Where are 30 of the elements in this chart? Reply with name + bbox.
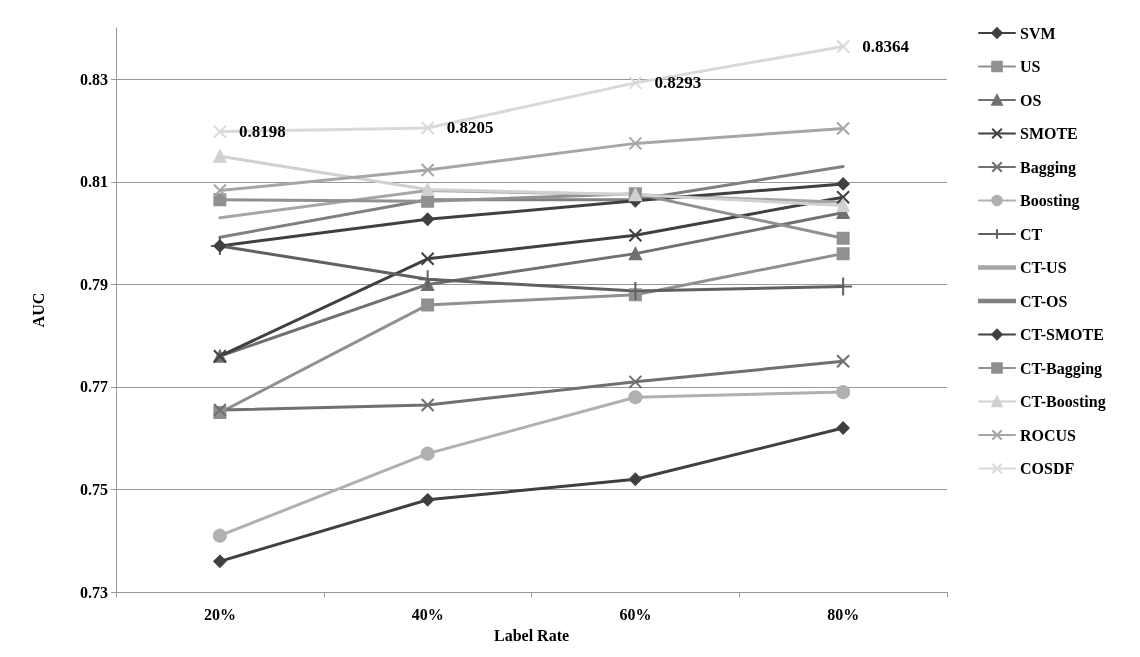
data-label: 0.8198 bbox=[238, 122, 286, 142]
data-label: 0.8364 bbox=[862, 36, 910, 56]
legend-label: US bbox=[1020, 58, 1041, 75]
legend-label: OS bbox=[1020, 91, 1042, 109]
y-axis-title: AUC bbox=[29, 292, 47, 328]
legend-label: ROCUS bbox=[1020, 426, 1077, 444]
legend-label: COSDF bbox=[1020, 460, 1075, 477]
data-label: 0.8293 bbox=[654, 73, 702, 93]
x-tick-label: 40% bbox=[411, 605, 444, 623]
legend-label: SVM bbox=[1020, 24, 1056, 42]
y-tick-label: 0.77 bbox=[80, 378, 108, 396]
legend-label: CT-SMOTE bbox=[1020, 326, 1104, 343]
legend-label: SMOTE bbox=[1020, 125, 1078, 142]
data-label: 0.8205 bbox=[446, 118, 494, 138]
x-tick-label: 60% bbox=[619, 605, 652, 623]
y-tick-label: 0.75 bbox=[80, 481, 108, 499]
legend-label: CT-OS bbox=[1020, 292, 1068, 310]
x-tick-label: 80% bbox=[827, 605, 860, 623]
x-tick-label: 20% bbox=[203, 605, 236, 623]
y-tick-label: 0.79 bbox=[80, 275, 108, 293]
y-tick-label: 0.81 bbox=[80, 173, 108, 191]
y-tick-label: 0.73 bbox=[80, 583, 108, 601]
legend-label: CT-US bbox=[1020, 259, 1067, 276]
y-tick-label: 0.83 bbox=[80, 70, 108, 88]
legend-label: CT bbox=[1020, 225, 1043, 243]
legend-label: CT-Bagging bbox=[1020, 359, 1103, 378]
legend-label: Boosting bbox=[1020, 192, 1080, 210]
legend-label: Bagging bbox=[1020, 158, 1077, 177]
x-axis-title: Label Rate bbox=[493, 626, 570, 644]
legend-label: CT-Boosting bbox=[1020, 393, 1106, 411]
